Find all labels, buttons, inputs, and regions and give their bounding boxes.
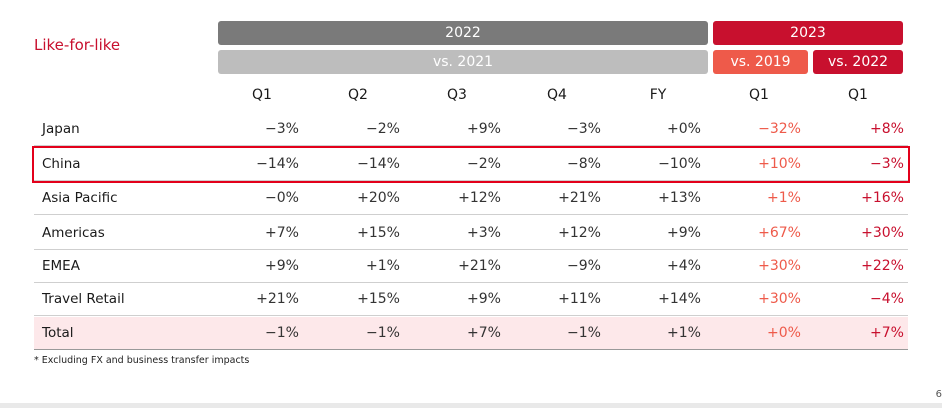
value-fy-2022: +13% (658, 190, 701, 206)
value-q4-2022: −3% (567, 121, 601, 137)
value-fy-2022: −10% (658, 156, 701, 172)
header-year-2023: 2023 (713, 21, 903, 45)
value-q1-2023-vs-2022: +16% (861, 190, 904, 206)
table-row-china: China −14% −14% −2% −8% −10% +10% −3% (32, 146, 910, 183)
value-q2-2022: −2% (366, 121, 400, 137)
value-q1-2023-vs-2019: +10% (758, 156, 801, 172)
value-q2-2022: −14% (357, 156, 400, 172)
value-fy-2022: +1% (667, 325, 701, 341)
table-row-total: Total −1% −1% +7% −1% +1% +0% +7% (34, 317, 908, 350)
value-q4-2022: −9% (567, 258, 601, 274)
table-row-emea: EMEA +9% +1% +21% −9% +4% +30% +22% (34, 250, 908, 283)
column-header-q1-2022: Q1 (252, 87, 272, 103)
header-vs-2022: vs. 2022 (813, 50, 903, 74)
row-label: Asia Pacific (42, 190, 118, 206)
page-number: 6 (935, 389, 942, 400)
value-q1-2023-vs-2019: +30% (758, 291, 801, 307)
value-q4-2022: +12% (558, 225, 601, 241)
value-q3-2022: +3% (467, 225, 501, 241)
table-row-japan: Japan −3% −2% +9% −3% +0% −32% +8% (34, 113, 908, 146)
table-row-travel-retail: Travel Retail +21% +15% +9% +11% +14% +3… (34, 283, 908, 316)
value-q1-2022: −1% (265, 325, 299, 341)
value-q4-2022: −1% (567, 325, 601, 341)
bottom-divider (0, 403, 942, 408)
column-header-q2-2022: Q2 (348, 87, 368, 103)
table-row-americas: Americas +7% +15% +3% +12% +9% +67% +30% (34, 217, 908, 250)
value-q4-2022: +21% (558, 190, 601, 206)
value-q3-2022: +21% (458, 258, 501, 274)
column-header-fy-2022: FY (649, 87, 667, 103)
column-header-q3-2022: Q3 (447, 87, 467, 103)
value-q1-2023-vs-2022: +7% (870, 325, 904, 341)
value-q3-2022: −2% (467, 156, 501, 172)
table-row-asia-pacific: Asia Pacific −0% +20% +12% +21% +13% +1%… (34, 182, 908, 215)
row-label: Total (42, 325, 74, 341)
value-q1-2023-vs-2019: −32% (758, 121, 801, 137)
value-q2-2022: +1% (366, 258, 400, 274)
value-q1-2023-vs-2019: +0% (767, 325, 801, 341)
row-label: EMEA (42, 258, 80, 274)
header-year-2022: 2022 (218, 21, 708, 45)
value-q3-2022: +9% (467, 291, 501, 307)
value-fy-2022: +4% (667, 258, 701, 274)
value-fy-2022: +9% (667, 225, 701, 241)
value-q1-2022: −3% (265, 121, 299, 137)
value-q4-2022: +11% (558, 291, 601, 307)
value-q1-2023-vs-2022: +22% (861, 258, 904, 274)
row-label: China (42, 156, 81, 172)
value-q1-2022: +21% (256, 291, 299, 307)
column-header-q4-2022: Q4 (547, 87, 567, 103)
value-q1-2023-vs-2022: +8% (870, 121, 904, 137)
value-q2-2022: −1% (366, 325, 400, 341)
column-header-q1-2023-vs-2019: Q1 (749, 87, 769, 103)
value-q3-2022: +7% (467, 325, 501, 341)
value-q1-2023-vs-2022: −3% (870, 156, 904, 172)
value-q1-2022: −14% (256, 156, 299, 172)
value-q1-2023-vs-2019: +1% (767, 190, 801, 206)
value-q3-2022: +9% (467, 121, 501, 137)
header-vs-2021: vs. 2021 (218, 50, 708, 74)
value-fy-2022: +14% (658, 291, 701, 307)
value-q1-2023-vs-2022: −4% (870, 291, 904, 307)
value-q1-2022: +9% (265, 258, 299, 274)
value-fy-2022: +0% (667, 121, 701, 137)
header-vs-2019: vs. 2019 (713, 50, 808, 74)
value-q2-2022: +20% (357, 190, 400, 206)
row-label: Americas (42, 225, 105, 241)
row-label: Japan (42, 121, 80, 137)
value-q2-2022: +15% (357, 291, 400, 307)
column-header-q1-2023-vs-2022: Q1 (848, 87, 868, 103)
table-title: Like-for-like (34, 36, 121, 54)
row-label: Travel Retail (42, 291, 125, 307)
footnote: * Excluding FX and business transfer imp… (34, 355, 250, 366)
value-q1-2023-vs-2019: +30% (758, 258, 801, 274)
value-q4-2022: −8% (567, 156, 601, 172)
value-q1-2023-vs-2019: +67% (758, 225, 801, 241)
value-q1-2023-vs-2022: +30% (861, 225, 904, 241)
value-q2-2022: +15% (357, 225, 400, 241)
value-q1-2022: −0% (265, 190, 299, 206)
value-q1-2022: +7% (265, 225, 299, 241)
value-q3-2022: +12% (458, 190, 501, 206)
